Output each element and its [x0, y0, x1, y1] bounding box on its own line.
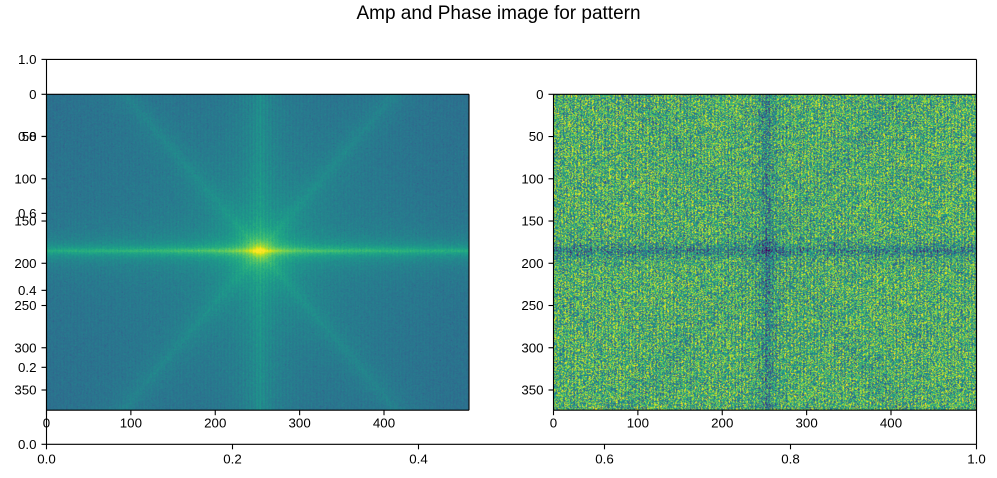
svg-text:200: 200: [521, 256, 543, 271]
svg-text:100: 100: [120, 416, 142, 431]
svg-text:350: 350: [521, 383, 543, 398]
svg-text:300: 300: [796, 416, 818, 431]
svg-text:100: 100: [521, 171, 543, 186]
svg-text:250: 250: [14, 298, 36, 313]
svg-text:200: 200: [204, 416, 226, 431]
svg-text:50: 50: [22, 129, 37, 144]
svg-text:200: 200: [711, 416, 733, 431]
svg-text:0.4: 0.4: [18, 283, 37, 298]
svg-text:1.0: 1.0: [967, 451, 986, 466]
svg-text:0.4: 0.4: [409, 451, 428, 466]
svg-text:0: 0: [536, 87, 543, 102]
svg-text:300: 300: [521, 340, 543, 355]
svg-text:0: 0: [550, 416, 557, 431]
svg-text:350: 350: [14, 383, 36, 398]
svg-text:0.6: 0.6: [595, 451, 614, 466]
svg-text:100: 100: [14, 171, 36, 186]
svg-text:200: 200: [14, 256, 36, 271]
svg-text:50: 50: [529, 129, 544, 144]
svg-text:1.0: 1.0: [18, 52, 37, 67]
svg-text:300: 300: [14, 340, 36, 355]
svg-text:0: 0: [43, 416, 50, 431]
svg-text:0: 0: [29, 87, 36, 102]
svg-text:0.2: 0.2: [18, 360, 37, 375]
svg-text:400: 400: [373, 416, 395, 431]
svg-text:300: 300: [289, 416, 311, 431]
svg-text:0.0: 0.0: [37, 451, 56, 466]
svg-text:150: 150: [14, 214, 36, 229]
svg-text:400: 400: [880, 416, 902, 431]
svg-text:250: 250: [521, 298, 543, 313]
svg-text:0.2: 0.2: [223, 451, 242, 466]
svg-text:0.8: 0.8: [781, 451, 800, 466]
svg-text:0.0: 0.0: [18, 437, 37, 452]
svg-text:150: 150: [521, 214, 543, 229]
svg-text:100: 100: [627, 416, 649, 431]
